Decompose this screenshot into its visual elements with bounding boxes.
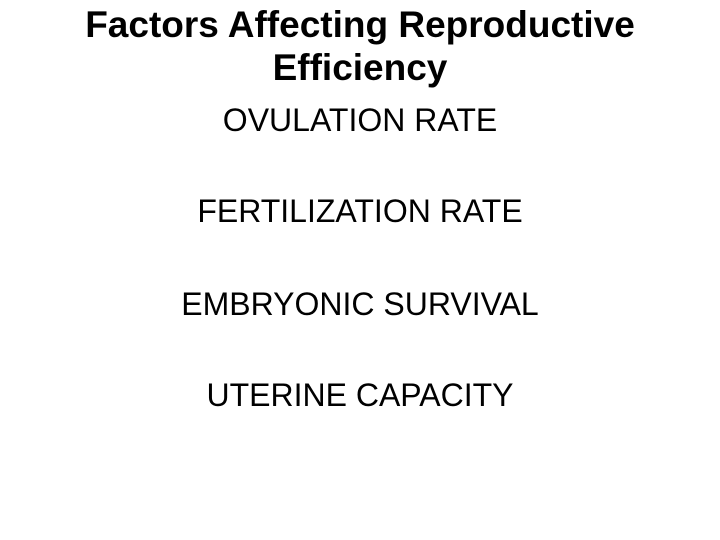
body-item-fertilization-rate: FERTILIZATION RATE: [197, 193, 523, 229]
body-item-ovulation-rate: OVULATION RATE: [222, 102, 498, 138]
slide-title-line-1: Factors Affecting Reproductive: [85, 4, 635, 45]
slide-title-line-2: Efficiency: [272, 47, 448, 88]
body-item-embryonic-survival: EMBRYONIC SURVIVAL: [181, 286, 539, 322]
slide-title: Factors Affecting Reproductive Efficienc…: [0, 3, 720, 89]
body-item-uterine-capacity: UTERINE CAPACITY: [206, 377, 514, 413]
